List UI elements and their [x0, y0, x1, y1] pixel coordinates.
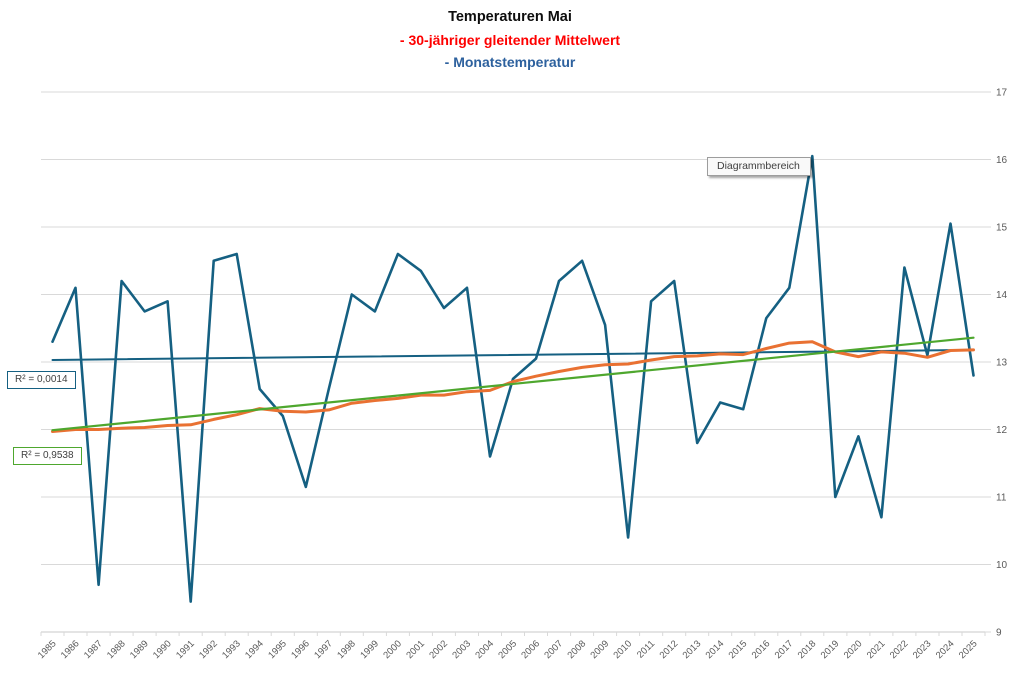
- x-axis-label: 2005: [496, 638, 519, 661]
- x-axis-label: 2020: [842, 638, 865, 661]
- chart-subtitle-monthly: - Monatstemperatur: [444, 54, 576, 70]
- x-axis-label: 2017: [773, 638, 796, 661]
- chart-area-tooltip: Diagrammbereich: [707, 157, 811, 176]
- axis-ticks: [40, 91, 991, 636]
- series-monatstemperatur[interactable]: [51, 154, 975, 603]
- x-axis-label: 2012: [658, 638, 681, 661]
- y-axis-label: 11: [996, 493, 1007, 504]
- y-axis-label: 12: [996, 425, 1008, 436]
- y-axis-label: 13: [996, 358, 1008, 369]
- x-axis-label: 1991: [174, 638, 197, 661]
- y-axis-label: 10: [996, 560, 1008, 571]
- x-axis-label: 1989: [128, 638, 151, 661]
- x-axis-label: 2001: [404, 638, 427, 661]
- x-axis-label: 2004: [473, 638, 496, 661]
- x-axis-label: 1994: [243, 638, 266, 661]
- x-axis-label: 2024: [934, 638, 957, 661]
- x-axis-label: 1987: [82, 638, 105, 661]
- x-axis-label: 2016: [750, 638, 773, 661]
- r2-label-average-trend[interactable]: R² = 0,9538: [13, 447, 82, 465]
- x-axis-label: 2025: [957, 638, 980, 661]
- series-trend-monatstemperatur[interactable]: [51, 348, 975, 361]
- y-axis-label: 15: [996, 223, 1008, 234]
- r2-label-monthly-trend[interactable]: R² = 0,0014: [7, 371, 76, 389]
- y-axis-label: 16: [996, 155, 1008, 166]
- x-axis-label: 2010: [611, 638, 634, 661]
- x-axis-label: 2007: [542, 638, 565, 661]
- chart-subtitle-average: - 30-jähriger gleitender Mittelwert: [399, 31, 621, 48]
- x-axis-label: 1996: [289, 638, 312, 661]
- x-axis-label: 1990: [151, 638, 174, 661]
- x-axis-label: 1995: [266, 638, 289, 661]
- series-trend-mittelwert[interactable]: [51, 336, 975, 432]
- x-axis-label: 2015: [727, 638, 750, 661]
- x-axis-label: 1986: [59, 638, 82, 661]
- gridlines: [41, 91, 985, 633]
- x-axis-label: 2023: [911, 638, 934, 661]
- chart-title: Temperaturen Mai: [448, 9, 572, 25]
- x-axis-label: 2002: [427, 638, 450, 661]
- x-axis-label: 2006: [519, 638, 542, 661]
- y-axis-label: 14: [996, 290, 1008, 301]
- chart-title-block: Temperaturen Mai - 30-jähriger gleitende…: [0, 6, 1020, 74]
- x-axis-label: 2013: [681, 638, 704, 661]
- y-axis-label: 17: [996, 88, 1008, 99]
- x-axis-label: 1985: [36, 638, 59, 661]
- x-axis-label: 2019: [819, 638, 842, 661]
- x-axis-label: 2008: [565, 638, 588, 661]
- x-axis-label: 1999: [358, 638, 381, 661]
- x-axis-label: 1992: [197, 638, 220, 661]
- data-series[interactable]: [51, 154, 975, 603]
- x-axis-label: 2009: [588, 638, 611, 661]
- series-gleitender-mittelwert[interactable]: [51, 340, 975, 433]
- x-axis-label: 1997: [312, 638, 335, 661]
- x-axis-label: 2014: [704, 638, 727, 661]
- x-axis-label: 2018: [796, 638, 819, 661]
- x-axis-label: 1988: [105, 638, 128, 661]
- x-axis-label: 2011: [635, 638, 657, 660]
- x-axis-label: 2000: [381, 638, 404, 661]
- x-axis-label: 2022: [888, 638, 911, 661]
- x-axis-label: 1998: [335, 638, 358, 661]
- x-axis-label: 2021: [865, 638, 888, 661]
- y-axis-label: 9: [996, 628, 1002, 639]
- x-axis-label: 1993: [220, 638, 243, 661]
- x-axis-label: 2003: [450, 638, 473, 661]
